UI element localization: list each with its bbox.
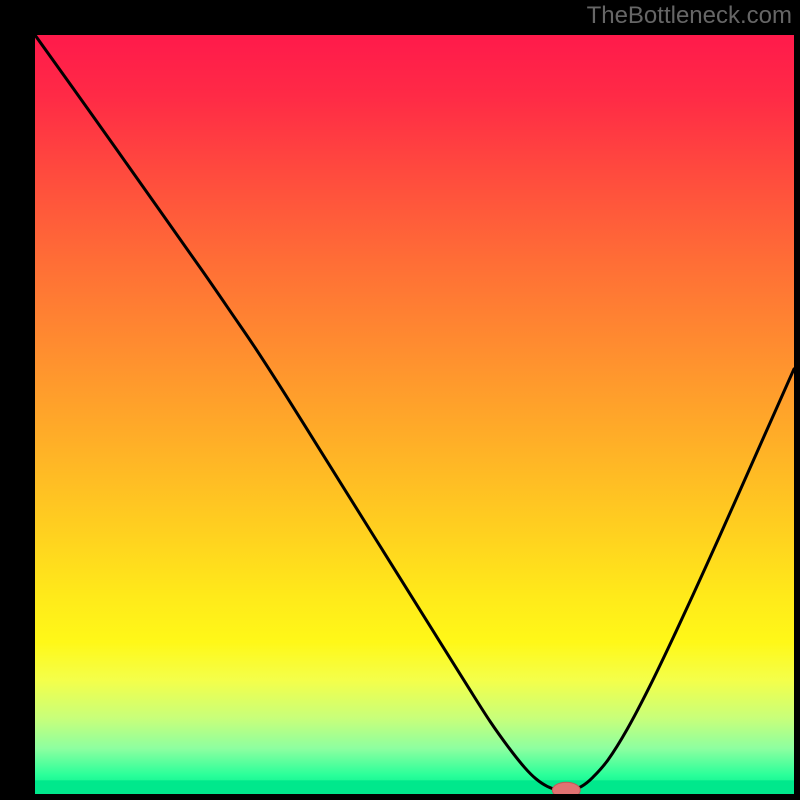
- chart-root: TheBottleneck.com: [0, 0, 800, 800]
- watermark-text: TheBottleneck.com: [587, 2, 792, 30]
- chart-bottom-green-band: [35, 780, 794, 794]
- chart-svg: [0, 0, 800, 800]
- chart-gradient-background: [35, 35, 794, 794]
